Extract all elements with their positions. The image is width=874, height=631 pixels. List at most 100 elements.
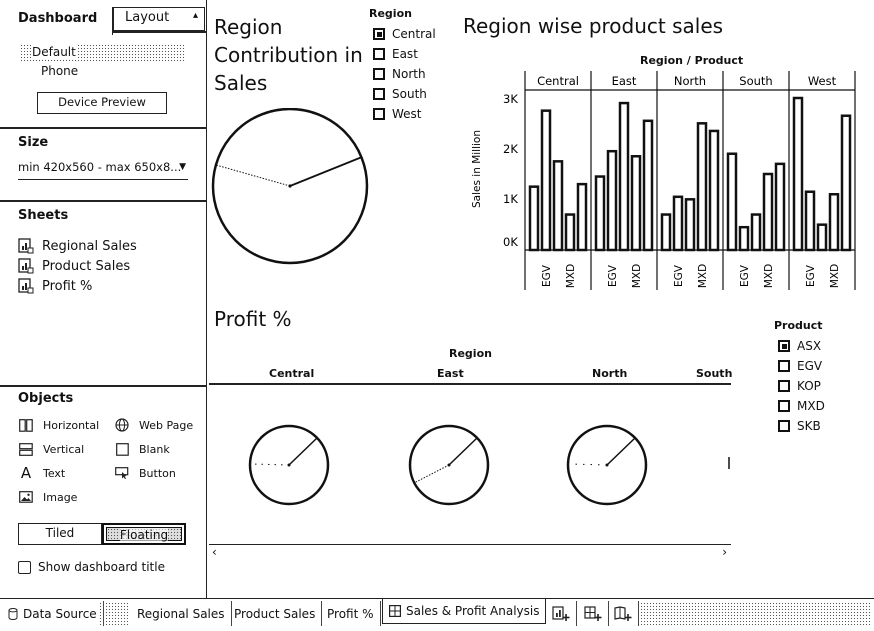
legend-item-south[interactable]: South xyxy=(373,86,427,102)
legend-label: East xyxy=(392,47,418,61)
legend-label: KOP xyxy=(797,379,821,393)
divider xyxy=(0,127,206,129)
legend-label: ASX xyxy=(797,339,822,353)
bar xyxy=(606,149,618,252)
tab-profit[interactable]: Profit % xyxy=(321,601,381,626)
region-product-chart-title: Region wise product sales xyxy=(463,14,724,38)
title-line: Sales xyxy=(214,71,268,95)
x-tick-label: EGV xyxy=(805,264,817,287)
scroll-left-icon[interactable]: ‹ xyxy=(212,545,217,559)
object-horizontal[interactable]: Horizontal xyxy=(18,416,99,434)
object-vertical[interactable]: Vertical xyxy=(18,440,84,458)
phone-device-label[interactable]: Phone xyxy=(41,64,79,78)
y-tick-label: 0K xyxy=(503,235,518,249)
object-label: Vertical xyxy=(43,442,85,456)
scroll-right-icon[interactable]: › xyxy=(722,545,727,559)
object-button[interactable]: Button xyxy=(114,464,176,482)
profit-pies[interactable] xyxy=(209,385,734,555)
object-label: Blank xyxy=(139,442,170,456)
legend-item-mxd[interactable]: MXD xyxy=(778,398,825,414)
divider xyxy=(0,200,206,202)
new-worksheet-button[interactable] xyxy=(546,601,577,626)
show-dashboard-title-checkbox[interactable]: Show dashboard title xyxy=(18,560,165,574)
x-tick-label: MXD xyxy=(763,264,775,288)
tab-bar-empty-area xyxy=(640,602,872,626)
x-tick-label: MXD xyxy=(829,264,841,288)
profit-pie-central[interactable] xyxy=(248,424,330,506)
side-panel-tabs: Dashboard Layout ▴ xyxy=(0,0,207,35)
bar xyxy=(552,160,564,252)
legend-item-kop[interactable]: KOP xyxy=(778,378,821,394)
legend-item-skb[interactable]: SKB xyxy=(778,418,821,434)
sheet-item-regional-sales[interactable]: Regional Sales xyxy=(18,237,137,255)
sheet-item-product-sales[interactable]: Product Sales xyxy=(18,257,130,275)
y-tick-label: 3K xyxy=(503,92,518,106)
size-dropdown[interactable]: min 420x560 - max 650x8... ▼ xyxy=(18,160,188,180)
chevron-down-icon: ▼ xyxy=(179,162,186,172)
bar xyxy=(840,114,852,252)
tab-layout[interactable]: Layout ▴ xyxy=(113,7,205,31)
legend-item-central[interactable]: Central xyxy=(373,26,436,42)
legend-item-east[interactable]: East xyxy=(373,46,418,62)
objects-section-title: Objects xyxy=(18,391,74,406)
title-line: Region xyxy=(214,15,283,39)
legend-item-asx[interactable]: ASX xyxy=(778,338,821,354)
legend-swatch xyxy=(778,360,790,372)
bar xyxy=(774,162,786,252)
legend-swatch xyxy=(373,108,385,120)
x-tick-label: MXD xyxy=(631,264,643,288)
profit-pie-east[interactable] xyxy=(408,424,490,506)
x-tick-label: MXD xyxy=(565,264,577,288)
legend-item-north[interactable]: North xyxy=(373,66,426,82)
object-web-page[interactable]: Web Page xyxy=(114,416,193,434)
tab-dashboard[interactable]: Dashboard xyxy=(7,7,113,35)
tab-sales-profit-analysis[interactable]: Sales & Profit Analysis xyxy=(382,599,547,624)
dashboard-side-panel: Dashboard Layout ▴ Default Phone Device … xyxy=(0,0,207,598)
product-legend-title: Product xyxy=(774,319,823,332)
x-tick-label: EGV xyxy=(673,264,685,287)
profit-pie-north[interactable] xyxy=(566,424,648,506)
worksheet-icon xyxy=(18,258,34,274)
bar xyxy=(726,152,738,252)
dashboard-grid-icon xyxy=(389,605,401,617)
floating-button[interactable]: Floating xyxy=(102,523,186,545)
bar xyxy=(540,109,552,252)
default-device-label[interactable]: Default xyxy=(31,45,77,59)
profit-region-header: Region xyxy=(449,347,492,360)
legend-label: SKB xyxy=(797,419,821,433)
bar xyxy=(816,223,828,252)
new-story-button[interactable] xyxy=(608,601,639,626)
new-dashboard-button[interactable] xyxy=(578,601,609,626)
legend-label: South xyxy=(392,87,427,101)
legend-label: North xyxy=(392,67,426,81)
region-product-bar-chart[interactable]: Sales in Million 3K 2K 1K 0K Central EGV M… xyxy=(465,68,860,294)
region-product-header: Region / Product xyxy=(640,54,744,67)
x-tick-label: MXD xyxy=(697,264,709,288)
size-dropdown-value: min 420x560 - max 650x8... xyxy=(18,160,182,174)
button-object-icon xyxy=(114,465,130,481)
object-label: Horizontal xyxy=(43,418,100,432)
region-contribution-pie[interactable] xyxy=(210,108,372,268)
sheet-tab-bar: Data Source Regional Sales Product Sales… xyxy=(0,598,874,631)
object-image[interactable]: Image xyxy=(18,488,77,506)
profit-horizontal-scrollbar[interactable]: ‹ › xyxy=(209,544,731,562)
sheet-item-profit[interactable]: Profit % xyxy=(18,277,92,295)
tiled-button[interactable]: Tiled xyxy=(18,523,102,545)
legend-item-west[interactable]: West xyxy=(373,106,422,122)
new-dashboard-icon xyxy=(584,605,602,621)
object-blank[interactable]: Blank xyxy=(114,440,170,458)
object-text[interactable]: A Text xyxy=(18,464,65,482)
legend-swatch xyxy=(778,400,790,412)
device-preview-button[interactable]: Device Preview xyxy=(37,92,167,114)
group-header-label: South xyxy=(739,74,772,88)
bar xyxy=(630,155,642,252)
tab-data-source[interactable]: Data Source xyxy=(2,601,104,626)
tab-product-sales[interactable]: Product Sales xyxy=(228,601,323,626)
y-tick-label: 2K xyxy=(503,142,518,156)
group-header-label: West xyxy=(808,74,837,88)
bar-chart-marks: Central EGV MXD East EGV MXD North EGV MXD South E… xyxy=(524,71,856,290)
tab-regional-sales[interactable]: Regional Sales xyxy=(131,601,232,626)
legend-item-egv[interactable]: EGV xyxy=(778,358,822,374)
image-icon xyxy=(18,489,34,505)
legend-label: EGV xyxy=(797,359,823,373)
